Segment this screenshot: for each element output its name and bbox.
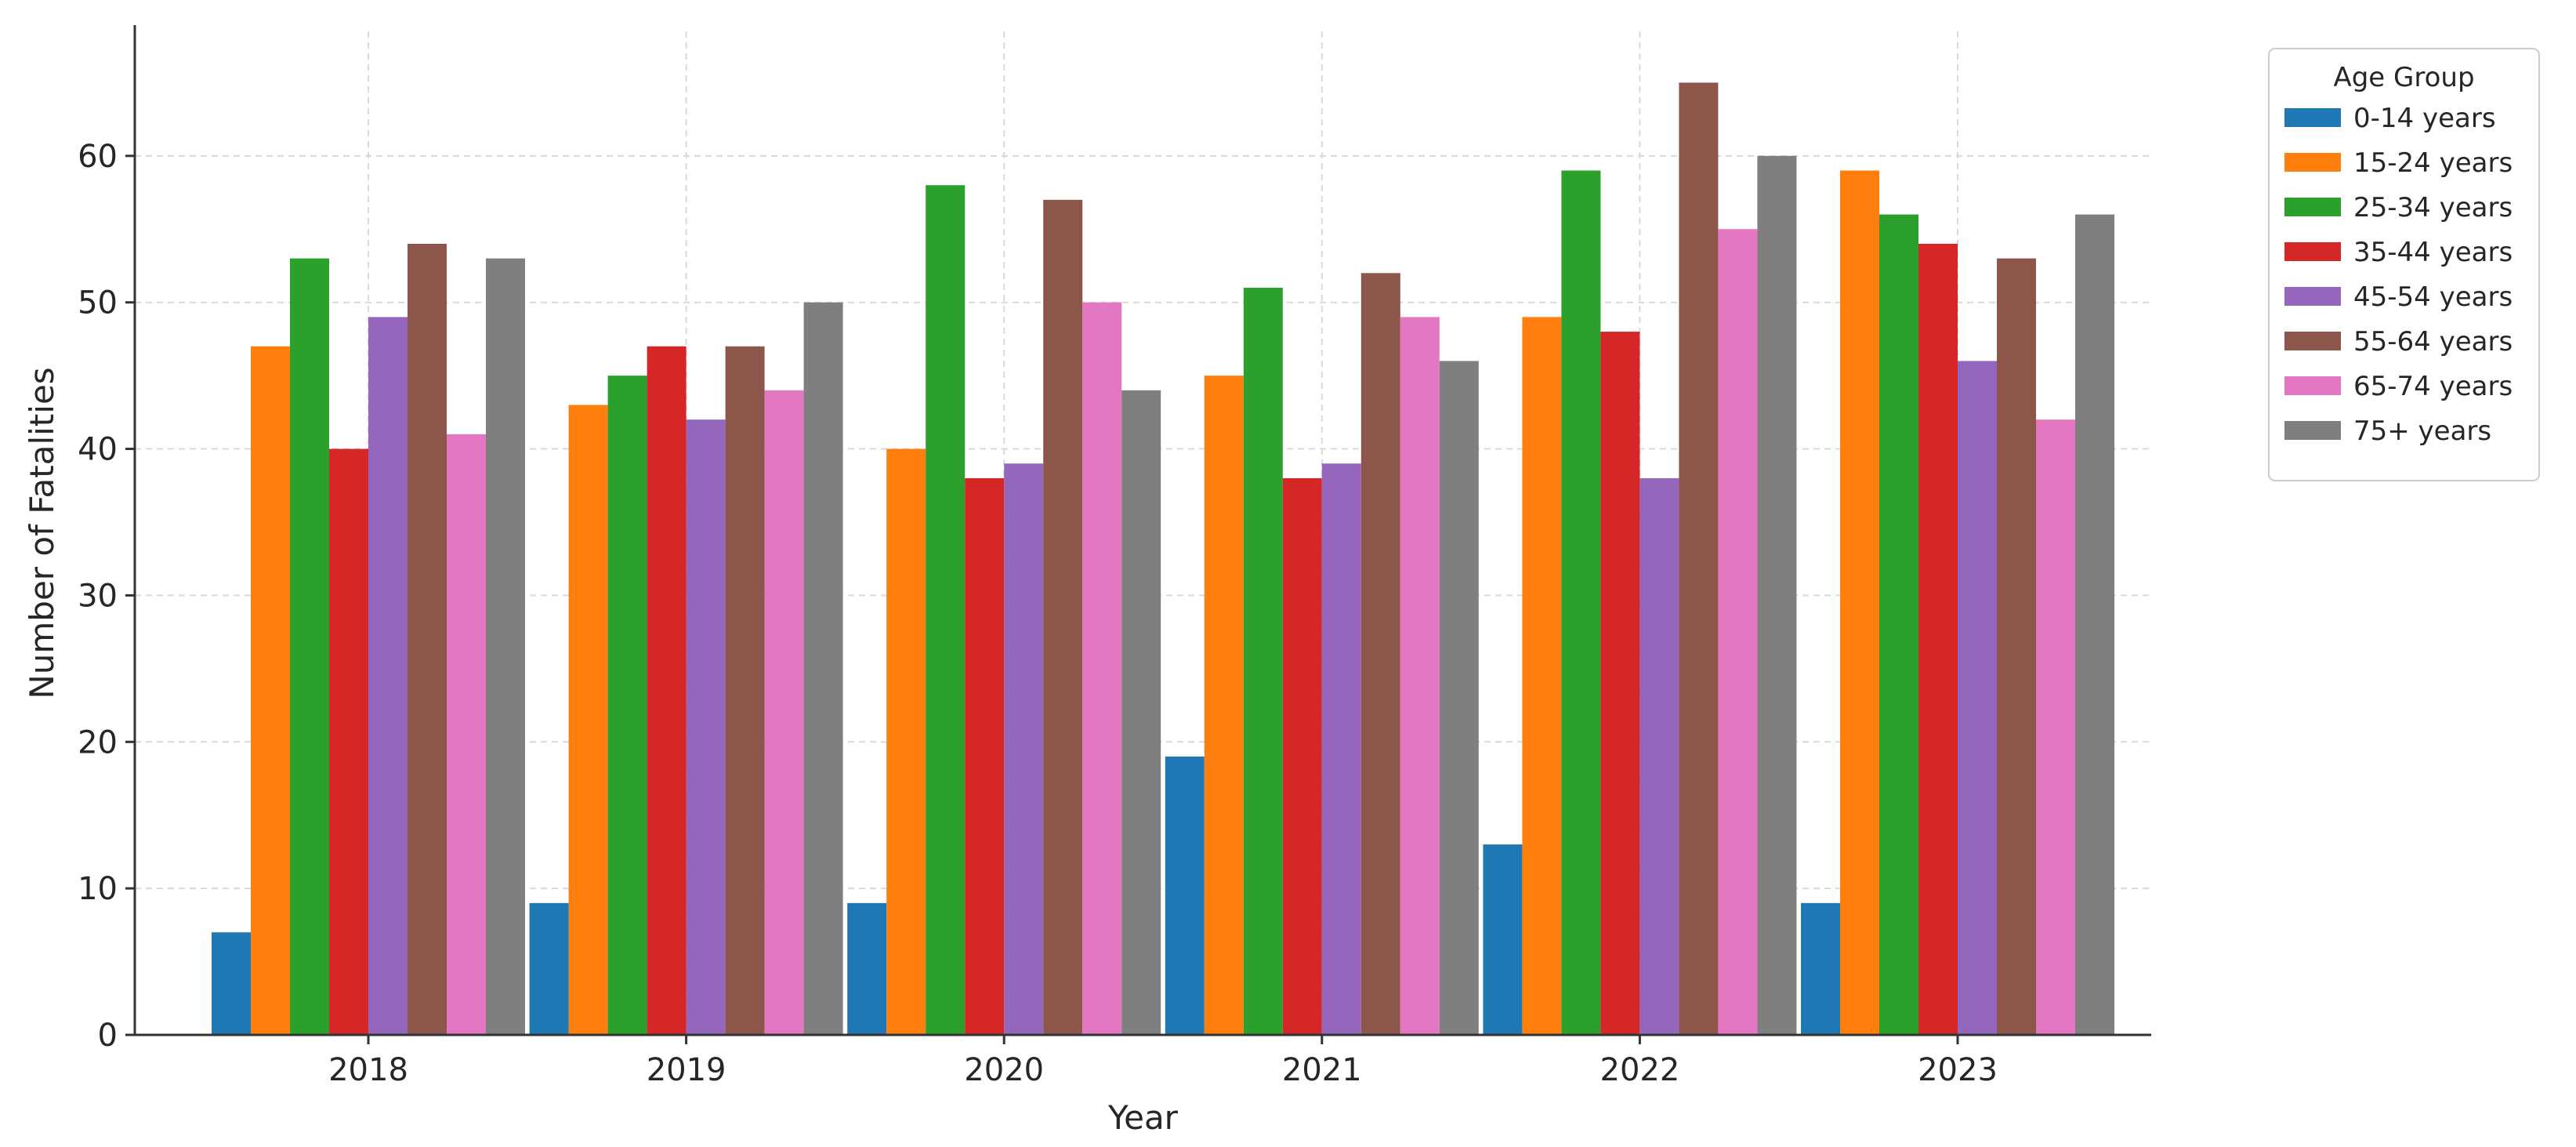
- bar: [725, 346, 765, 1035]
- bar: [607, 376, 647, 1035]
- legend-label: 15-24 years: [2353, 147, 2513, 179]
- bar: [1400, 317, 1440, 1036]
- bar: [329, 448, 368, 1035]
- y-tick-label: 60: [78, 139, 118, 175]
- bar: [1679, 82, 1719, 1035]
- legend-title: Age Group: [2333, 62, 2474, 93]
- bar: [486, 258, 525, 1036]
- bar: [1082, 302, 1122, 1035]
- x-tick-labels: 2018 2019 2020 2021 2022 2023: [328, 1052, 1998, 1088]
- bar: [1243, 288, 1283, 1035]
- y-tick-label: 40: [78, 432, 118, 468]
- x-tick-label: 2018: [328, 1052, 408, 1088]
- bar: [1165, 756, 1205, 1035]
- x-tick-label: 2023: [1918, 1052, 1998, 1088]
- bar: [926, 185, 966, 1036]
- bar: [1757, 155, 1797, 1035]
- legend-label: 0-14 years: [2353, 103, 2496, 134]
- bar: [647, 346, 687, 1035]
- bar: [1121, 390, 1161, 1036]
- bar: [1282, 477, 1322, 1035]
- legend-label: 45-54 years: [2353, 281, 2513, 313]
- x-tick-label: 2020: [964, 1052, 1044, 1088]
- bar: [212, 932, 251, 1035]
- legend-label: 65-74 years: [2353, 371, 2513, 402]
- bar: [1958, 361, 1997, 1035]
- y-tick-label: 30: [78, 578, 118, 614]
- x-tick-label: 2022: [1600, 1052, 1680, 1088]
- x-tick-label: 2021: [1282, 1052, 1362, 1088]
- legend-items: 0-14 years 15-24 years 25-34 years 35-44 ye…: [2284, 103, 2513, 447]
- legend: Age Group 0-14 years 15-24 years 25-34 yea…: [2268, 48, 2540, 481]
- bar: [1997, 258, 2036, 1036]
- legend-label: 35-44 years: [2353, 237, 2513, 268]
- y-tick-label: 10: [78, 871, 118, 907]
- bar: [886, 448, 926, 1035]
- bar: [1600, 332, 1640, 1036]
- bar: [1879, 214, 1918, 1035]
- bar: [1204, 376, 1244, 1035]
- bars: [212, 82, 2114, 1036]
- legend-label: 55-64 years: [2353, 326, 2513, 358]
- bar: [1439, 361, 1479, 1035]
- legend-swatch: [2284, 198, 2341, 216]
- bar: [1718, 229, 1758, 1035]
- y-tick-label: 50: [78, 285, 118, 321]
- bar: [1360, 273, 1400, 1035]
- bar: [1004, 463, 1044, 1035]
- bar: [803, 302, 843, 1035]
- y-tick-labels: 0 10 20 30 40 50 60: [78, 139, 118, 1054]
- bar: [568, 405, 608, 1035]
- bar: [408, 243, 447, 1035]
- axes: [125, 25, 2151, 1044]
- bar: [2075, 214, 2114, 1035]
- legend-swatch: [2284, 421, 2341, 440]
- legend-swatch: [2284, 153, 2341, 172]
- bar: [1043, 199, 1083, 1036]
- legend-swatch: [2284, 242, 2341, 261]
- bar: [1321, 463, 1361, 1035]
- legend-swatch: [2284, 376, 2341, 395]
- bar: [447, 434, 486, 1035]
- x-axis-label: Year: [1107, 1098, 1179, 1137]
- bar: [965, 477, 1005, 1035]
- legend-swatch: [2284, 108, 2341, 127]
- bar: [1561, 170, 1601, 1035]
- bar: [1639, 477, 1679, 1035]
- bar: [1522, 317, 1562, 1036]
- bar: [529, 902, 569, 1035]
- bar: [847, 902, 887, 1035]
- bar: [1483, 844, 1523, 1035]
- bar: [764, 390, 804, 1036]
- y-axis-label: Number of Fatalities: [23, 367, 61, 699]
- legend-label: 25-34 years: [2353, 192, 2513, 223]
- x-tick-label: 2019: [647, 1052, 726, 1088]
- legend-swatch: [2284, 287, 2341, 306]
- legend-swatch: [2284, 332, 2341, 350]
- bar: [2036, 419, 2075, 1035]
- bar: [368, 317, 408, 1036]
- bar: [686, 419, 726, 1035]
- y-tick-label: 0: [98, 1018, 118, 1054]
- bar: [1801, 902, 1840, 1035]
- legend-label: 75+ years: [2353, 416, 2491, 447]
- bar: [1840, 170, 1879, 1035]
- bar: [251, 346, 290, 1035]
- y-tick-label: 20: [78, 724, 118, 760]
- bar: [290, 258, 329, 1036]
- bar: [1918, 243, 1958, 1035]
